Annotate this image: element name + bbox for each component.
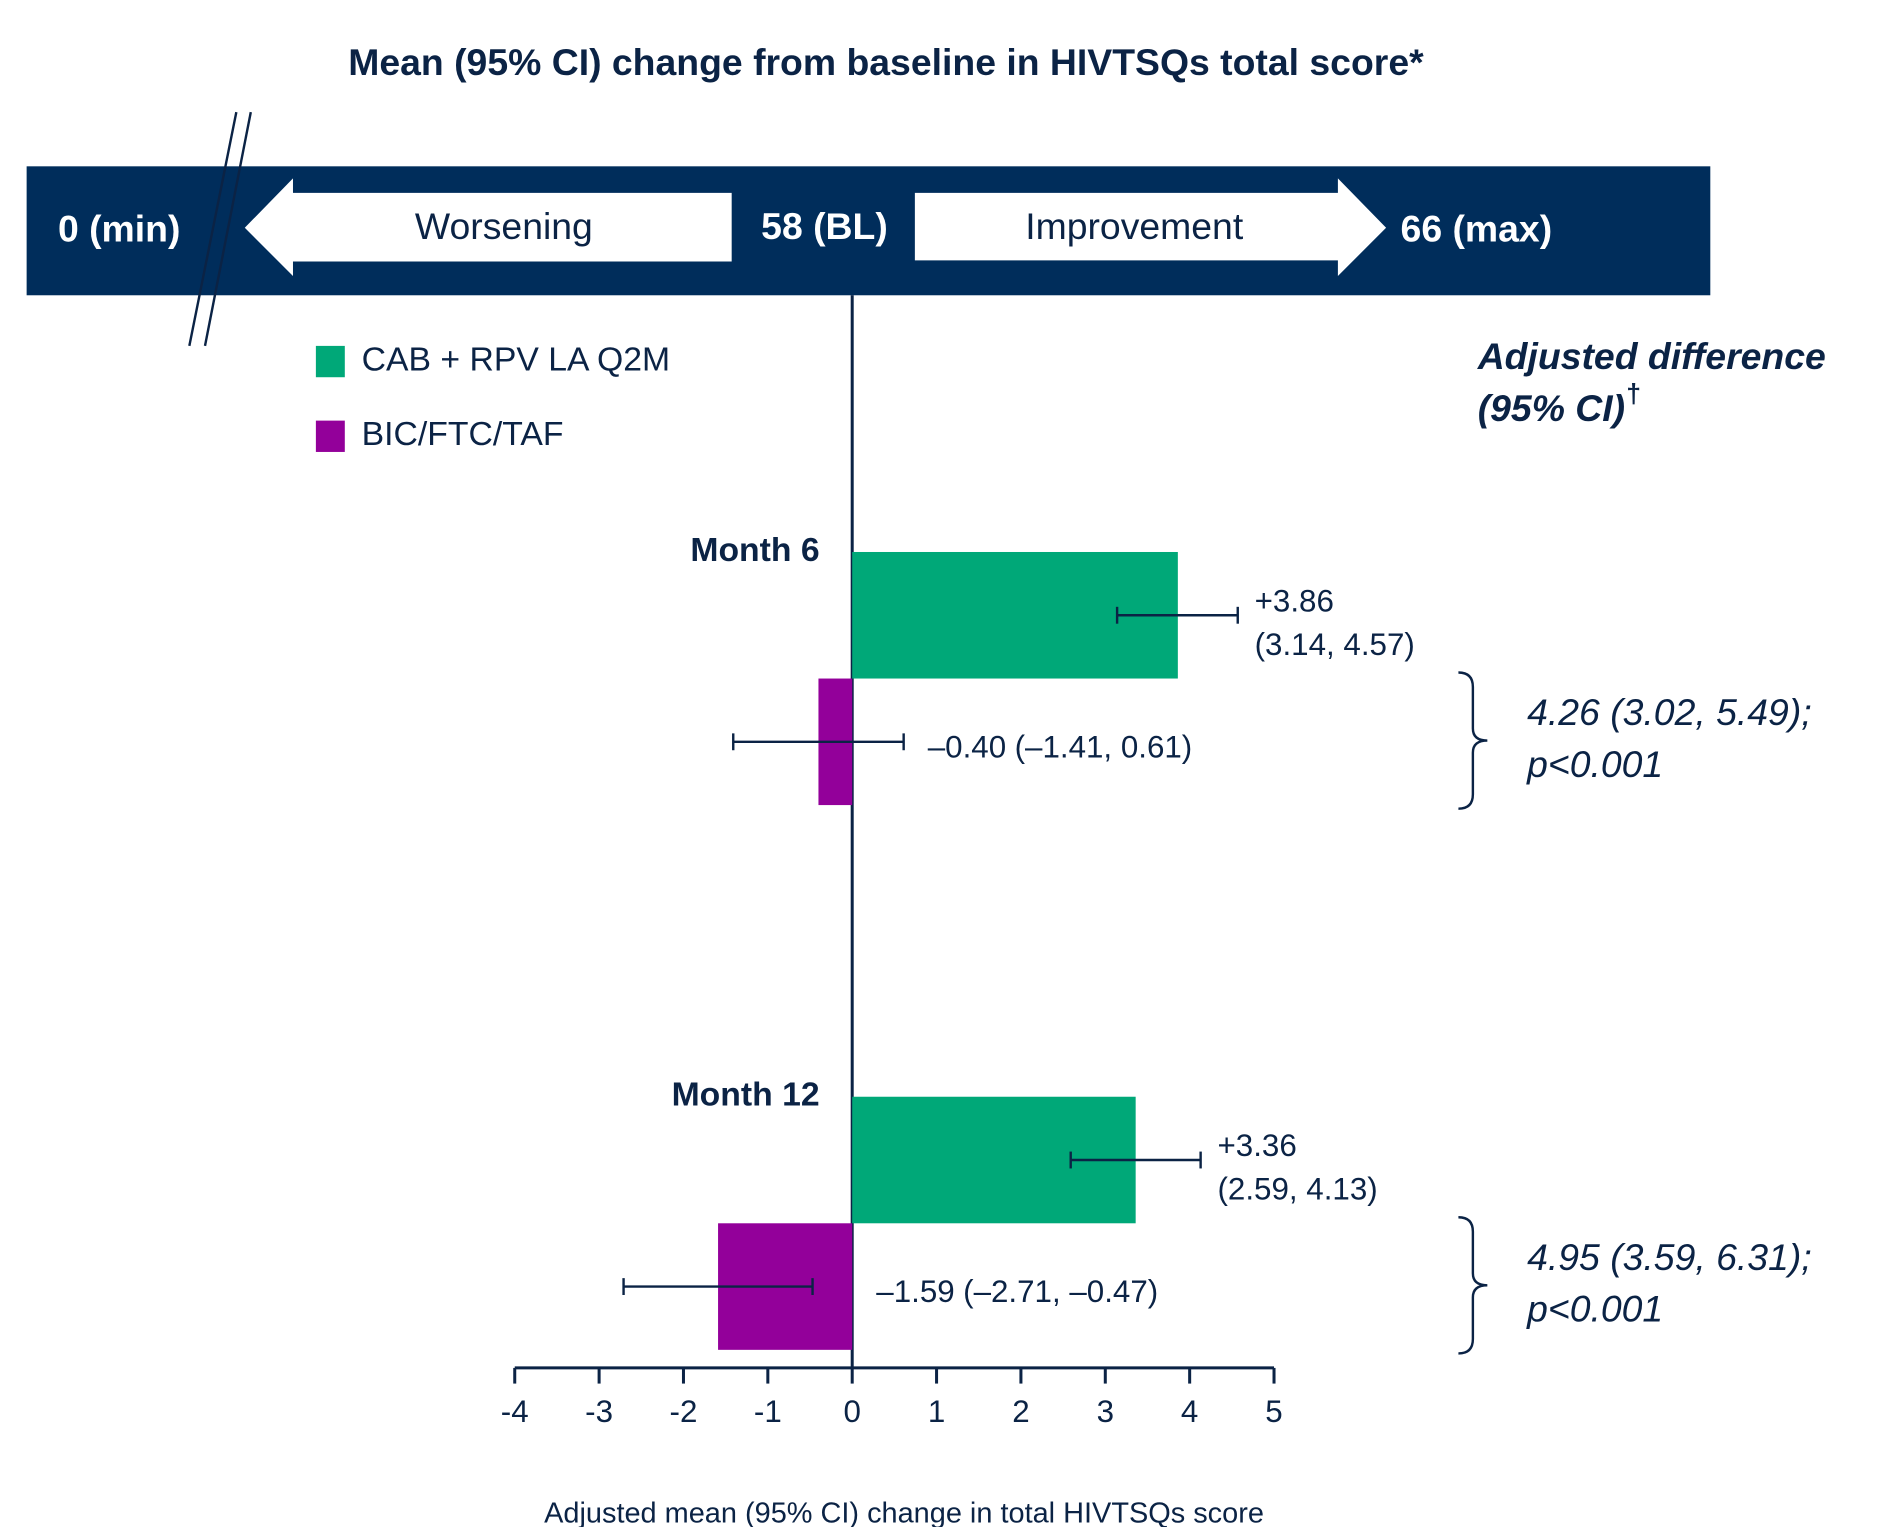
ci-label: (–2.71, –0.47) (963, 1274, 1158, 1309)
x-tick-label: 4 (1181, 1394, 1198, 1429)
x-tick-label: 2 (1012, 1394, 1029, 1429)
chart-title: Mean (95% CI) change from baseline in HI… (348, 41, 1424, 83)
x-tick-label: -1 (754, 1394, 782, 1429)
value-label: –1.59 (876, 1274, 954, 1309)
footnote-mark: † (1626, 378, 1641, 408)
value-label: +3.86 (1255, 583, 1334, 618)
category-label: Month 12 (672, 1076, 820, 1114)
x-tick-label: -2 (670, 1394, 698, 1429)
x-tick-label: -3 (585, 1394, 613, 1429)
ci-label: (–1.41, 0.61) (1015, 729, 1193, 764)
arrow-label: Improvement (1025, 205, 1244, 247)
difference-header: (95% CI) (1478, 387, 1625, 429)
difference-p: p<0.001 (1526, 743, 1663, 785)
difference-p: p<0.001 (1526, 1288, 1663, 1330)
brace (1458, 671, 1488, 810)
improvement-arrow (914, 178, 1387, 276)
category-label: Month 6 (690, 531, 819, 569)
value-label: +3.36 (1217, 1128, 1296, 1163)
min-label: 0 (min) (58, 207, 180, 249)
x-tick-label: 0 (843, 1394, 860, 1429)
baseline-label: 58 (BL) (761, 205, 888, 247)
ci-label: (3.14, 4.57) (1255, 627, 1415, 662)
worsening-arrow (244, 178, 732, 276)
legend-swatch (315, 420, 345, 452)
ci-label: (2.59, 4.13) (1217, 1172, 1377, 1207)
axis-break (188, 111, 238, 347)
arrow-label: Worsening (415, 205, 593, 247)
difference-estimate: 4.26 (3.02, 5.49); (1527, 691, 1812, 733)
x-tick-label: 3 (1097, 1394, 1114, 1429)
axis-break (203, 111, 252, 347)
legend-label: CAB + RPV LA Q2M (362, 340, 670, 378)
x-tick-label: -4 (501, 1394, 529, 1429)
difference-estimate: 4.95 (3.59, 6.31); (1527, 1236, 1812, 1278)
max-label: 66 (max) (1401, 207, 1553, 249)
x-tick-label: 1 (928, 1394, 945, 1429)
brace (1458, 1216, 1488, 1355)
value-label: –0.40 (928, 729, 1006, 764)
legend-label: BIC/FTC/TAF (362, 415, 564, 453)
difference-header: Adjusted difference (1477, 335, 1826, 377)
x-axis-label: Adjusted mean (95% CI) change in total H… (544, 1498, 1264, 1527)
x-tick-label: 5 (1265, 1394, 1282, 1429)
legend-swatch (315, 345, 345, 378)
